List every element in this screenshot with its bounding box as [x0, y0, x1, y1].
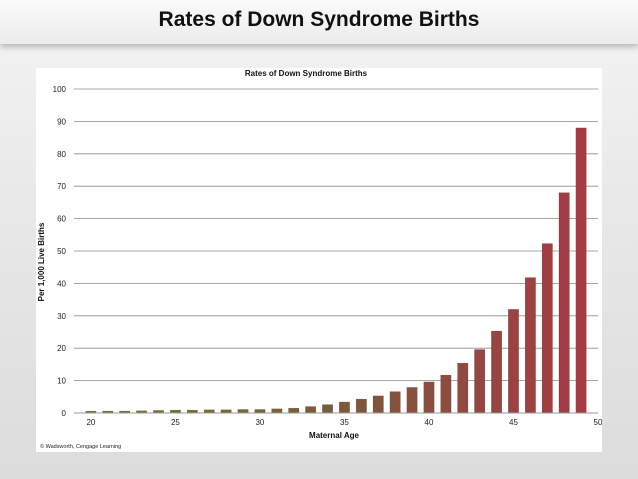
chart-title: Rates of Down Syndrome Births	[245, 69, 368, 78]
bar	[372, 395, 384, 414]
y-tick-label: 70	[57, 182, 66, 191]
bar	[288, 407, 300, 414]
copyright-text: © Wadsworth, Cengage Learning	[40, 443, 121, 450]
x-axis-label: Maternal Age	[309, 431, 359, 440]
y-axis-label: Per 1,000 Live Births	[37, 222, 46, 301]
x-tick-label: 45	[509, 418, 518, 427]
y-axis-ticks: 0 10 20 30 40 50 60 70 80 90 100	[53, 85, 67, 418]
bar	[271, 408, 283, 414]
x-tick-label: 30	[255, 418, 264, 427]
y-tick-label: 10	[57, 377, 66, 386]
bar	[474, 349, 486, 414]
bar	[389, 391, 401, 414]
bar	[339, 401, 350, 414]
chart-panel: 0 10 20 30 40 50 60 70 80 90 100 20 25 30 35 40 45 50 Ra…	[36, 68, 603, 452]
bar	[355, 398, 367, 414]
bar	[440, 374, 452, 414]
bar	[491, 330, 503, 414]
y-tick-label: 100	[53, 85, 67, 94]
x-tick-label: 35	[340, 418, 349, 427]
bar	[508, 309, 519, 414]
bar	[305, 406, 317, 414]
y-tick-label: 50	[57, 247, 66, 256]
x-tick-label: 40	[425, 418, 434, 427]
x-tick-label: 50	[594, 418, 602, 427]
x-axis-ticks: 20 25 30 35 40 45 50	[86, 418, 603, 427]
y-tick-label: 90	[57, 117, 66, 126]
x-tick-label: 20	[86, 418, 95, 427]
y-tick-label: 30	[57, 312, 66, 321]
bar	[423, 381, 435, 414]
bar	[254, 409, 266, 414]
bar	[558, 192, 570, 414]
bar	[457, 362, 469, 414]
bar	[524, 277, 536, 414]
y-tick-label: 60	[57, 215, 66, 224]
x-tick-label: 25	[171, 418, 180, 427]
bar	[541, 243, 553, 414]
y-tick-label: 0	[62, 409, 67, 418]
slide-title: Rates of Down Syndrome Births	[0, 0, 638, 44]
bars	[85, 127, 587, 414]
y-tick-label: 40	[57, 279, 66, 288]
bar-chart: 0 10 20 30 40 50 60 70 80 90 100 20 25 30 35 40 45 50 Ra…	[37, 69, 603, 450]
bar	[406, 387, 418, 414]
gridlines	[74, 88, 598, 382]
y-tick-label: 20	[57, 344, 66, 353]
bar	[237, 409, 249, 414]
y-tick-label: 80	[57, 150, 66, 159]
bar	[575, 127, 587, 414]
bar	[322, 404, 333, 414]
